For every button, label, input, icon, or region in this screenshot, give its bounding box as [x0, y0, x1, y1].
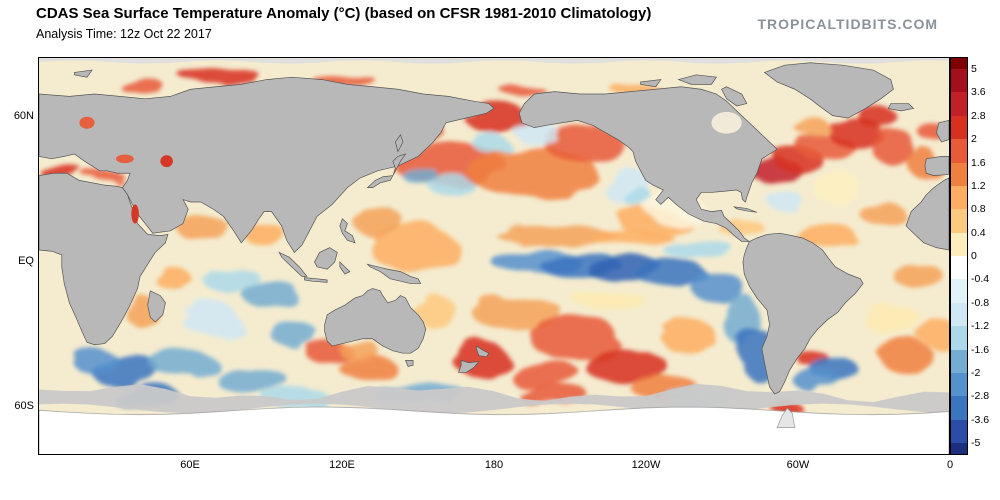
colorbar-tick-label: 2.8	[971, 109, 986, 122]
lon-label-120e: 120E	[329, 459, 355, 471]
colorbar-segment	[951, 162, 967, 186]
colorbar-tick-label: -2.8	[971, 390, 990, 403]
lat-label-eq: EQ	[18, 254, 34, 267]
colorbar-segment	[951, 349, 967, 373]
colorbar	[950, 57, 968, 455]
lon-label-180: 180	[484, 459, 504, 471]
colorbar-segment	[951, 396, 967, 420]
analysis-time: Analysis Time: 12z Oct 22 2017	[36, 27, 212, 41]
colorbar-segment	[951, 92, 967, 116]
colorbar-segment	[951, 372, 967, 397]
colorbar-tick-label: -3.6	[971, 413, 990, 426]
lon-label-120w: 120W	[631, 459, 661, 471]
colorbar-tick-label: 0	[971, 250, 977, 262]
colorbar-tick-label: 1.2	[971, 179, 986, 192]
site-watermark: TROPICALTIDBITS.COM	[757, 16, 938, 32]
colorbar-tick-label: -0.4	[971, 273, 990, 286]
lon-label-60w: 60W	[786, 459, 810, 471]
colorbar-tick-label: 1.6	[971, 156, 986, 169]
colorbar-segment	[951, 302, 967, 327]
colorbar-segment	[951, 209, 967, 233]
lat-label-60n: 60N	[13, 110, 34, 123]
colorbar-tick-label: -2	[971, 366, 981, 379]
colorbar-segment	[951, 115, 967, 140]
colorbar-tick-label: 3.6	[971, 86, 986, 99]
colorbar-tick-label: -1.2	[971, 320, 990, 333]
lat-label-60s: 60S	[14, 399, 34, 412]
sst-anomaly-field	[39, 58, 949, 454]
colorbar-tick-label: 2	[971, 133, 977, 146]
lon-label-60e: 60E	[180, 459, 200, 471]
colorbar-tick-label: -5	[971, 437, 981, 449]
colorbar-tick-label: 5	[971, 63, 977, 75]
colorbar-tick-label: -1.6	[971, 343, 990, 356]
page-title: CDAS Sea Surface Temperature Anomaly (°C…	[36, 5, 652, 22]
colorbar-segment	[951, 443, 967, 454]
colorbar-segment	[951, 326, 967, 350]
colorbar-tick-label: 0.8	[971, 203, 986, 216]
world-map	[38, 57, 950, 455]
colorbar-segment	[951, 139, 967, 163]
colorbar-segment	[951, 69, 967, 93]
lon-label-0: 0	[946, 459, 954, 471]
colorbar-segment	[951, 419, 967, 443]
colorbar-tick-label: -0.8	[971, 296, 990, 309]
colorbar-segment	[951, 185, 967, 210]
colorbar-segment	[951, 232, 967, 256]
colorbar-segment	[951, 279, 967, 303]
colorbar-segment	[951, 256, 967, 280]
colorbar-tick-label: 0.4	[971, 226, 986, 239]
colorbar-segment	[951, 58, 967, 69]
